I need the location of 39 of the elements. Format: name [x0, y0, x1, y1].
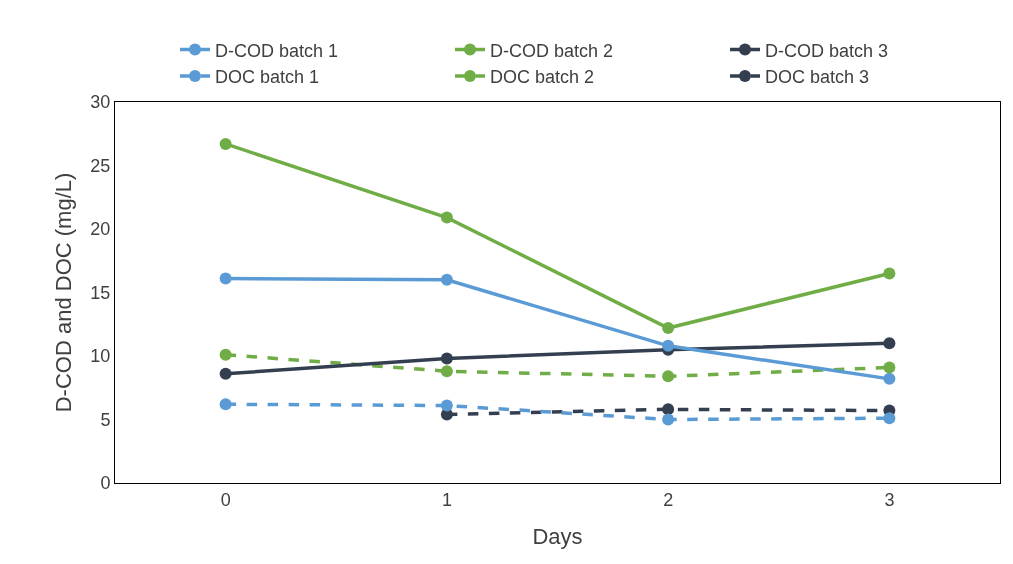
legend-label: DOC batch 2 — [490, 67, 595, 87]
point — [440, 273, 453, 286]
legend-label: D-COD batch 1 — [215, 40, 339, 61]
point — [883, 267, 896, 280]
legend-label: DOC batch 3 — [765, 67, 870, 87]
y-tick-label: 0 — [100, 473, 111, 494]
point — [662, 403, 675, 416]
x-tick-label: 1 — [441, 489, 452, 510]
legend-label: D-COD batch 3 — [765, 40, 889, 61]
point — [662, 339, 675, 352]
point — [883, 337, 896, 350]
point — [440, 211, 453, 224]
x-axis-title: Days — [532, 524, 583, 550]
point — [440, 399, 453, 412]
y-tick-label: 30 — [90, 92, 111, 113]
point — [440, 352, 453, 365]
x-tick-label: 0 — [220, 489, 231, 510]
point — [219, 367, 232, 380]
y-tick-label: 10 — [90, 346, 111, 367]
point — [219, 398, 232, 411]
point — [219, 137, 232, 150]
y-tick-label: 15 — [90, 282, 111, 303]
point — [662, 370, 675, 383]
y-tick-label: 25 — [90, 155, 111, 176]
x-tick-label: 3 — [884, 489, 895, 510]
point — [883, 412, 896, 425]
point — [440, 365, 453, 378]
y-tick-label: 5 — [100, 409, 111, 430]
point — [662, 413, 675, 426]
y-axis-title: D-COD and DOC (mg/L) — [51, 172, 77, 413]
point — [219, 348, 232, 361]
point — [219, 272, 232, 285]
y-tick-label: 20 — [90, 219, 111, 240]
point — [883, 372, 896, 385]
point — [883, 361, 896, 374]
legend-label: D-COD batch 2 — [490, 40, 614, 61]
point — [662, 322, 675, 335]
legend-label: DOC batch 1 — [215, 67, 320, 87]
x-tick-label: 2 — [663, 489, 674, 510]
